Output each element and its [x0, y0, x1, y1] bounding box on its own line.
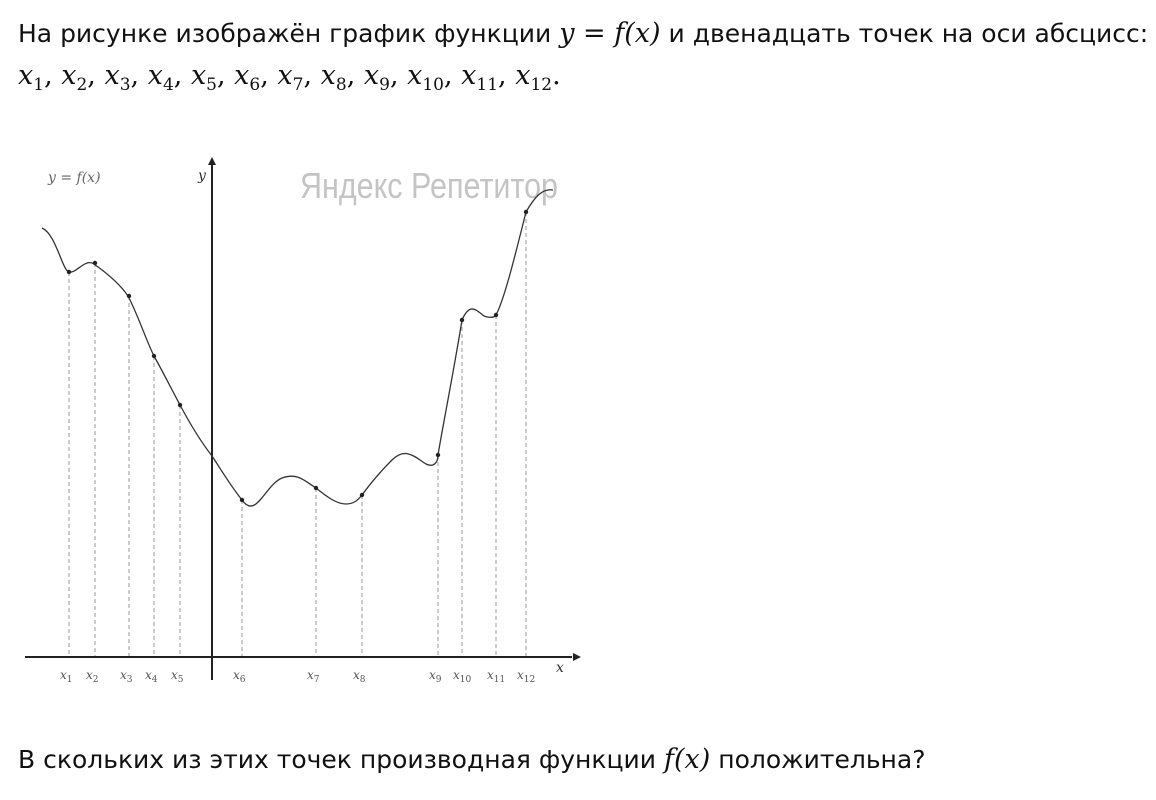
point-subscript: 11: [476, 75, 499, 95]
point-symbol: x: [61, 60, 77, 91]
graph-svg: y = f(x) Яндекс Репетитор y x x1 x2 x3 x4 x5…: [25, 157, 581, 685]
x-tick-label: x11: [487, 668, 505, 685]
point-symbol: x: [18, 60, 34, 91]
point-symbol: x: [147, 60, 163, 91]
x-axis-arrow: [573, 653, 581, 661]
point-subscript: 3: [119, 75, 131, 95]
curve-point-markers: [66, 209, 529, 503]
point-marker: [151, 353, 157, 359]
point-marker: [493, 312, 499, 318]
point-subscript: 2: [76, 75, 88, 95]
intro-end: и двенадцать точек на оси абсцисс:: [668, 19, 1149, 48]
point-marker: [313, 485, 319, 491]
y-axis-label: y: [197, 168, 207, 184]
point-subscript: 6: [249, 75, 261, 95]
point-marker: [239, 497, 245, 503]
point-marker: [177, 402, 183, 408]
point-subscript: 12: [530, 75, 553, 95]
point-subscript: 5: [206, 75, 217, 95]
point-symbol: x: [277, 60, 293, 91]
point-symbol: x: [407, 60, 423, 91]
watermark-logo: Яндекс Репетитор: [300, 165, 558, 206]
point-list: x1, x2, x3, x4, x5, x6, x7, x8, x9, x10,…: [18, 60, 561, 95]
x-tick-label: x6: [233, 668, 246, 685]
point-subscript: 8: [335, 75, 347, 95]
x-tick-label: x4: [145, 668, 158, 685]
point-symbol: x: [190, 60, 207, 91]
intro-text: На рисунке изображён график функции: [18, 19, 552, 48]
point-list-item: x12: [515, 60, 552, 95]
point-list-item: x1: [18, 60, 44, 95]
question: В скольких из этих точек производная фун…: [18, 744, 926, 776]
question-function: f(x): [663, 744, 711, 775]
x-tick-label: x5: [171, 668, 184, 685]
point-marker: [359, 492, 365, 498]
point-subscript: 4: [162, 75, 174, 95]
x-tick-label: x7: [307, 668, 320, 685]
x-tick-label: x2: [86, 668, 99, 685]
point-list-item: x8: [320, 60, 347, 95]
point-subscript: 1: [33, 75, 45, 95]
point-list-item: x5: [190, 60, 217, 95]
x-tick-label: x3: [120, 668, 133, 685]
x-tick-labels: x1 x2 x3 x4 x5 x6 x7 x8 x9 x10 x11 x12: [60, 668, 535, 685]
x-axis-label: x: [556, 660, 564, 676]
x-tick-label: x9: [429, 668, 442, 685]
guide-lines: [68, 212, 527, 657]
x-tick-label: x12: [517, 668, 535, 685]
point-list-item: x9: [363, 60, 390, 95]
function-curve: [41, 189, 554, 507]
point-subscript: 9: [379, 75, 390, 95]
point-list-item: x6: [234, 60, 260, 95]
x-tick-label: x8: [353, 668, 366, 685]
point-marker: [66, 269, 72, 275]
point-marker: [435, 452, 441, 458]
point-subscript: 10: [422, 75, 444, 95]
point-subscript: 7: [292, 75, 304, 95]
point-marker: [92, 260, 98, 266]
point-symbol: x: [363, 60, 380, 91]
graph-label: y = f(x): [47, 170, 101, 186]
point-list-item: x11: [461, 60, 498, 95]
point-marker: [459, 317, 465, 323]
point-marker: [523, 209, 529, 215]
point-symbol: x: [234, 60, 250, 91]
point-list-item: x10: [407, 60, 444, 95]
function-formula: y = f(x): [559, 18, 661, 49]
x-tick-label: x1: [60, 668, 73, 685]
question-end: положительна?: [718, 745, 926, 774]
point-list-item: x3: [104, 60, 130, 95]
point-symbol: x: [320, 60, 336, 91]
task-intro: На рисунке изображён график функции y = …: [18, 18, 1148, 50]
point-symbol: x: [515, 60, 531, 91]
point-symbol: x: [104, 60, 120, 91]
point-list-item: x2: [61, 60, 87, 95]
y-axis-arrow: [208, 157, 216, 165]
point-marker: [126, 293, 132, 299]
point-list-item: x7: [277, 60, 303, 95]
question-text: В скольких из этих точек производная фун…: [18, 745, 657, 774]
function-graph-figure: y = f(x) Яндекс Репетитор y x x1 x2 x3 x4 x5…: [20, 150, 590, 690]
point-list-item: x4: [147, 60, 174, 95]
x-tick-label: x10: [453, 668, 472, 685]
point-symbol: x: [461, 60, 477, 91]
